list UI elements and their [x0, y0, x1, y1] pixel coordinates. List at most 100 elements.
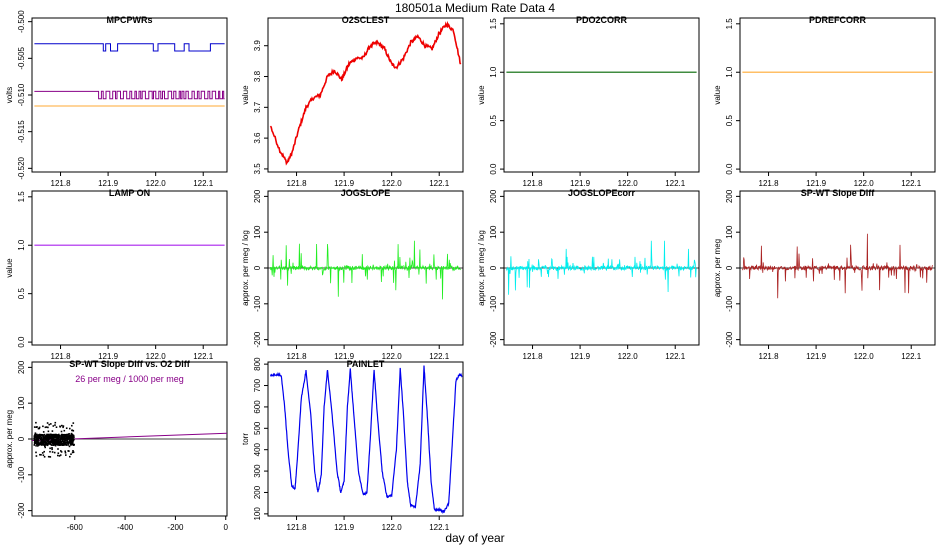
scatter-point — [45, 426, 48, 428]
y-tick-label: 3.7 — [253, 101, 262, 113]
scatter-point — [39, 453, 41, 456]
scatter-point — [69, 455, 71, 458]
scatter-point — [48, 436, 51, 439]
scatter-point — [66, 440, 68, 442]
scatter-point — [35, 436, 37, 439]
scatter-point — [55, 434, 57, 436]
scatter-point — [71, 451, 74, 454]
scatter-point — [43, 433, 46, 436]
scatter-point — [50, 433, 52, 436]
scatter-point — [42, 425, 44, 428]
scatter-point — [61, 437, 63, 440]
scatter-point — [51, 448, 53, 451]
scatter-point — [56, 440, 58, 443]
scatter-point — [52, 444, 55, 446]
scatter-point — [38, 427, 41, 430]
scatter-point — [59, 425, 61, 428]
panel-painlet: PAINLET 121.8 121.9 122.0 122.1 100 200 300 400 5… — [241, 357, 464, 532]
scatter-point — [52, 441, 55, 444]
scatter-point — [41, 436, 43, 438]
scatter-point — [52, 435, 54, 438]
series-line — [742, 233, 933, 299]
scatter-point — [71, 433, 74, 436]
scatter-point — [59, 443, 62, 446]
y-tick-label: -200 — [725, 331, 734, 348]
scatter-point — [51, 434, 54, 437]
scatter-point — [72, 451, 75, 453]
scatter-point — [70, 440, 73, 442]
scatter-point — [68, 450, 70, 452]
scatter-point — [62, 442, 65, 445]
series-line — [269, 365, 463, 515]
x-tick-label: 121.9 — [334, 179, 355, 188]
scatter-point — [55, 439, 57, 442]
y-tick-label: 300 — [253, 464, 262, 478]
scatter-point — [42, 431, 45, 433]
y-axis-label: value — [5, 258, 14, 278]
scatter-point — [66, 435, 68, 438]
scatter-point — [50, 437, 53, 439]
x-tick-label: 121.8 — [51, 179, 72, 188]
scatter-point — [41, 452, 44, 454]
panel-title: JOGSLOPEcorr — [568, 188, 636, 198]
scatter-point — [38, 436, 40, 438]
scatter-point — [53, 451, 56, 454]
scatter-point — [61, 424, 63, 427]
panel-title: PAINLET — [347, 359, 385, 369]
scatter-point — [47, 430, 50, 433]
x-tick-label: 122.1 — [193, 352, 214, 361]
scatter-point — [36, 439, 39, 442]
scatter-point — [73, 436, 75, 438]
series-line — [34, 43, 225, 52]
scatter-point — [49, 456, 52, 458]
scatter-point — [35, 455, 38, 457]
scatter-point — [34, 434, 36, 436]
x-tick-label: 122.0 — [146, 352, 167, 361]
x-tick-label: 121.9 — [570, 352, 591, 361]
y-tick-label: 1.5 — [17, 191, 26, 203]
scatter-point — [45, 443, 48, 446]
scatter-point — [70, 433, 73, 436]
scatter-point — [48, 423, 50, 426]
plot-frame — [31, 190, 228, 346]
scatter-point — [59, 438, 61, 440]
scatter-point — [68, 436, 70, 439]
scatter-point — [61, 444, 64, 446]
scatter-point — [47, 426, 49, 429]
y-tick-label: -100 — [17, 466, 26, 483]
scatter-point — [66, 439, 68, 441]
scatter-point — [58, 440, 61, 442]
scatter-point — [60, 450, 62, 452]
scatter-point — [47, 441, 49, 444]
x-tick-label: 121.8 — [759, 352, 780, 361]
scatter-point — [51, 447, 53, 449]
fit-annotation: 26 per meg / 1000 per meg — [75, 374, 184, 384]
y-axis-label: value — [241, 85, 250, 105]
scatter-point — [35, 426, 38, 428]
scatter-point — [71, 435, 74, 437]
scatter-point — [62, 435, 64, 438]
y-tick-label: 0 — [489, 265, 498, 270]
scatter-point — [33, 437, 35, 440]
scatter-point — [56, 437, 59, 440]
scatter-point — [52, 440, 55, 443]
panel-mpcpwrs: MPCPWRs 121.8 121.9 122.0 122.1 -0.520 -0.515 -… — [5, 10, 228, 188]
scatter-point — [72, 438, 74, 441]
y-tick-label: 0.0 — [489, 163, 498, 175]
scatter-point — [71, 424, 73, 427]
scatter-point — [40, 433, 42, 436]
scatter-point — [51, 451, 54, 453]
scatter-point — [56, 435, 58, 437]
scatter-point — [57, 444, 59, 446]
plot-frame — [739, 17, 936, 173]
scatter-point — [63, 440, 65, 442]
x-tick-label: 122.1 — [429, 179, 450, 188]
panel-jogslopecorr: JOGSLOPEcorr 121.8 121.9 122.0 122.1 -200 -100… — [477, 188, 700, 361]
scatter-point — [33, 444, 36, 446]
scatter-point — [68, 434, 70, 436]
scatter-point — [65, 427, 68, 429]
scatter-point — [69, 440, 71, 443]
scatter-point — [67, 441, 70, 443]
scatter-point — [33, 426, 36, 428]
